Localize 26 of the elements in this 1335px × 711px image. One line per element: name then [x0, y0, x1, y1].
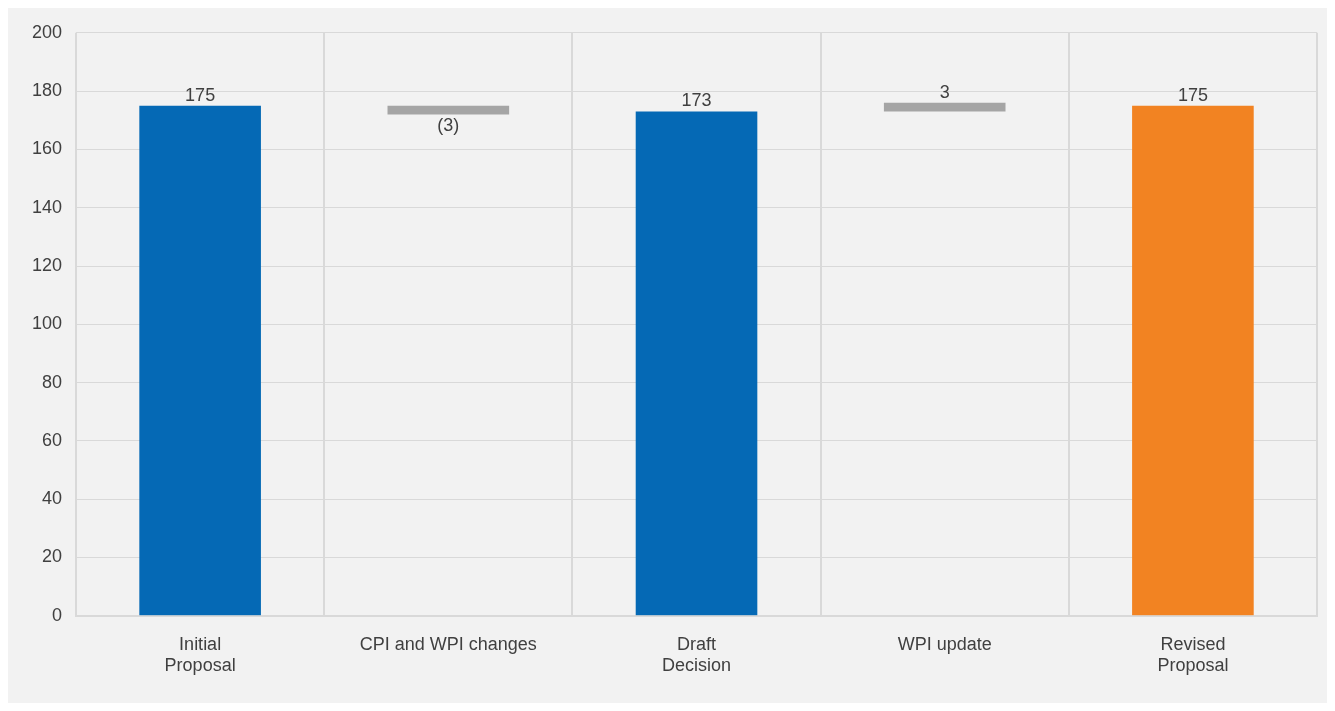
x-tick-label: CPI and WPI changes	[359, 633, 537, 654]
x-tick-label: WPI update	[897, 633, 992, 654]
y-tick-label: 160	[31, 138, 63, 159]
data-label: (3)	[437, 115, 460, 136]
data-label: 173	[681, 90, 712, 111]
x-tick-label: Revised Proposal	[1157, 633, 1229, 676]
y-tick-label: 100	[31, 313, 63, 334]
x-tick-label: Initial Proposal	[164, 633, 236, 676]
data-label: 175	[185, 84, 216, 105]
y-tick-label: 0	[52, 604, 63, 625]
bar	[635, 111, 758, 616]
y-tick-label: 200	[31, 21, 63, 42]
y-tick-label: 20	[42, 546, 63, 567]
data-label: 3	[939, 81, 950, 102]
y-tick-label: 120	[31, 254, 63, 275]
y-tick-label: 140	[31, 196, 63, 217]
data-label: 175	[1177, 84, 1208, 105]
y-tick-label: 40	[42, 488, 63, 509]
y-tick-label: 180	[31, 80, 63, 101]
bar	[883, 102, 1006, 112]
bar	[1132, 105, 1254, 616]
y-tick-label: 80	[42, 371, 63, 392]
bar	[139, 105, 261, 616]
bar	[387, 105, 510, 115]
x-tick-label: Draft Decision	[662, 633, 732, 676]
y-tick-label: 60	[42, 429, 63, 450]
